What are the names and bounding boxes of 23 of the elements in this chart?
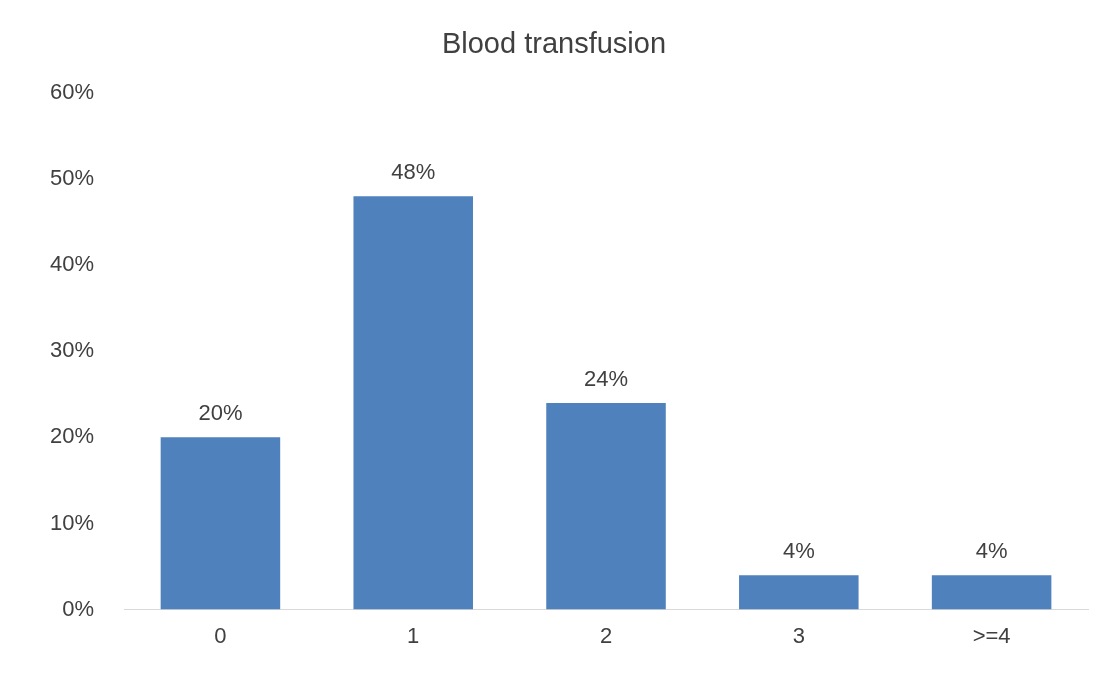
x-tick-label: 3 [792,622,805,648]
x-tick-label: >=4 [972,622,1011,648]
data-label: 20% [198,400,243,426]
x-tick-label: 1 [407,622,420,648]
data-label: 4% [975,538,1008,564]
y-tick-label: 30% [49,337,95,363]
x-tick-label: 2 [599,622,613,648]
x-tick-label: 0 [214,622,227,648]
y-tick-label: 20% [49,423,95,449]
data-label: 48% [391,159,436,185]
chart-title: Blood transfusion [441,27,667,60]
bar [353,196,473,610]
y-tick-label: 60% [49,78,95,104]
y-tick-label: 40% [49,251,95,277]
bar [739,575,859,610]
y-tick-label: 50% [49,165,95,190]
bar [160,437,281,610]
y-tick-label: 0% [62,595,95,621]
data-label: 24% [583,365,629,391]
data-label: 4% [782,538,815,564]
bar [546,402,666,610]
y-tick-label: 10% [49,509,95,535]
bar [931,575,1052,610]
